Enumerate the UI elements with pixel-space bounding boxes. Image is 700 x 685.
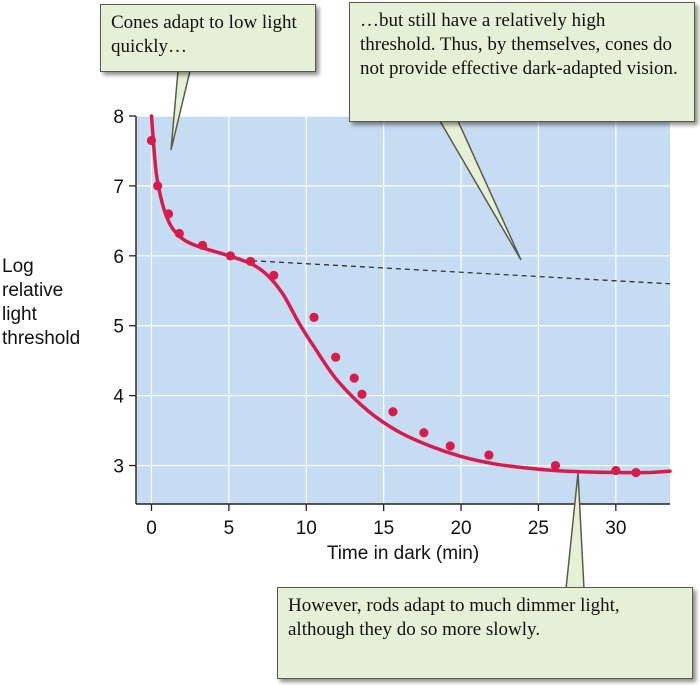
- data-point: [631, 467, 641, 478]
- series-layer: [146, 114, 672, 478]
- gridlines: [136, 115, 670, 504]
- axes: 0 5 10 15 20 25 30 3 4 5 6 7 8: [113, 107, 670, 539]
- annotation-rods-dimmer: However, rods adapt to much dimmer light…: [277, 587, 693, 679]
- data-point: [388, 407, 398, 417]
- data-point: [245, 256, 256, 267]
- y-tick-label: 5: [113, 317, 124, 338]
- x-axis-label: Time in dark (min): [327, 543, 479, 564]
- annotation-cones-fast: Cones adapt to low light quickly…: [100, 4, 316, 72]
- data-point: [550, 460, 561, 471]
- y-axis-label-line: threshold: [2, 328, 81, 349]
- callout-pointers: [170, 70, 585, 590]
- data-point: [331, 352, 341, 362]
- data-point: [146, 135, 157, 146]
- y-axis-label-line: light: [2, 304, 37, 325]
- y-axis-label-line: Log: [2, 256, 34, 277]
- x-tick-label: 5: [224, 518, 235, 539]
- x-tick-label: 0: [146, 518, 157, 539]
- plot-area: [136, 116, 670, 504]
- y-tick-label: 8: [113, 107, 124, 128]
- x-tick-label: 25: [528, 518, 549, 539]
- data-point: [419, 428, 429, 438]
- data-point: [445, 441, 455, 451]
- data-point: [225, 251, 236, 261]
- data-point: [349, 373, 359, 383]
- data-point: [153, 181, 163, 191]
- data-point: [269, 270, 279, 280]
- data-point: [309, 312, 319, 322]
- x-tick-label: 20: [450, 518, 471, 539]
- y-axis-label-line: relative: [2, 280, 64, 301]
- x-tick-label: 30: [605, 518, 626, 539]
- annotation-cones-threshold: …but still have a relatively high thresh…: [349, 2, 695, 122]
- y-tick-label: 4: [113, 387, 124, 408]
- y-tick-label: 7: [113, 177, 124, 198]
- cone-threshold-dashed-line: [252, 260, 671, 285]
- data-point: [197, 240, 208, 250]
- data-point: [611, 465, 621, 476]
- y-axis-label: Log relative light threshold: [2, 255, 80, 351]
- data-point: [357, 389, 367, 399]
- data-point: [174, 228, 184, 239]
- x-tick-label: 15: [373, 518, 394, 539]
- data-point: [484, 450, 494, 460]
- data-point: [163, 209, 174, 219]
- y-tick-label: 3: [113, 457, 124, 478]
- y-tick-label: 6: [113, 247, 124, 268]
- x-tick-label: 10: [296, 518, 317, 539]
